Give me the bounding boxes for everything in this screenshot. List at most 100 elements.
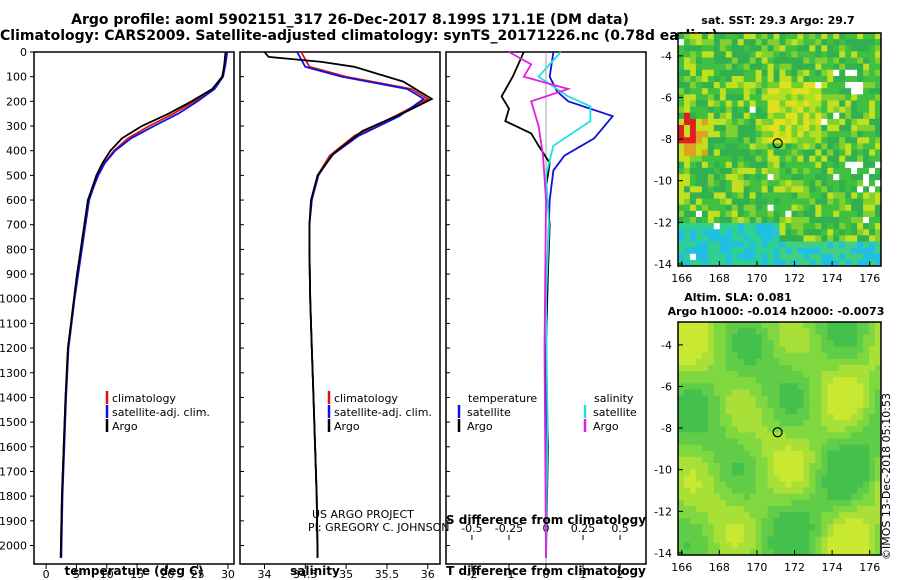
map-cell <box>761 377 768 384</box>
map-cell <box>695 389 703 396</box>
map-cell <box>851 174 858 181</box>
map-cell <box>678 364 685 372</box>
map-cell <box>719 346 727 354</box>
map-cell <box>797 377 804 384</box>
map-cell <box>821 456 828 464</box>
map-cell <box>695 106 703 114</box>
map-cell <box>779 426 786 433</box>
map-cell <box>749 167 757 175</box>
map-cell <box>737 45 745 52</box>
map-cell <box>863 536 870 544</box>
lon-tick-label: 174 <box>822 272 843 285</box>
map-cell <box>785 137 792 144</box>
map-cell <box>743 186 751 193</box>
map-cell <box>809 82 816 89</box>
map-cell <box>707 167 715 175</box>
map-cell <box>689 137 697 144</box>
map-cell <box>857 475 864 482</box>
map-cell <box>845 161 852 169</box>
map-cell <box>725 493 733 501</box>
map-cell <box>713 512 721 519</box>
map-cell <box>749 340 757 347</box>
map-cell <box>683 401 691 409</box>
map-cell <box>827 518 834 525</box>
map-cell <box>857 542 864 550</box>
map-cell <box>869 137 876 144</box>
map-cell <box>719 100 727 107</box>
map-cell <box>689 180 697 187</box>
map-cell <box>683 487 691 495</box>
map-cell <box>689 259 697 267</box>
map-cell <box>737 241 745 248</box>
map-cell <box>815 475 822 482</box>
map-cell <box>845 241 852 248</box>
map-cell <box>767 223 774 230</box>
map-cell <box>725 174 733 181</box>
map-cell <box>773 505 780 513</box>
map-cell <box>803 259 810 267</box>
map-cell <box>743 413 751 421</box>
map-cell <box>767 69 774 77</box>
map-cell <box>857 444 864 452</box>
map-cell <box>863 88 870 95</box>
map-cell <box>809 149 816 157</box>
map-cell <box>863 180 870 187</box>
map-cell <box>863 161 870 169</box>
map-cell <box>695 155 703 163</box>
map-cell <box>701 198 709 206</box>
map-cell <box>773 137 780 144</box>
map-cell <box>731 469 739 476</box>
map-cell <box>755 481 762 488</box>
map-cell <box>701 131 709 138</box>
map-cell <box>678 463 685 470</box>
map-cell <box>707 51 715 58</box>
map-cell <box>731 499 739 507</box>
map-cell <box>785 82 792 89</box>
map-cell <box>761 512 768 519</box>
map-cell <box>827 186 834 193</box>
map-cell <box>869 131 876 138</box>
map-cell <box>791 210 798 218</box>
map-cell <box>809 229 816 236</box>
map-cell <box>725 155 733 163</box>
map-cell <box>791 499 798 507</box>
map-cell <box>869 88 876 95</box>
map-cell <box>761 420 768 427</box>
map-cell <box>773 39 780 46</box>
map-cell <box>689 432 697 439</box>
map-cell <box>725 334 733 341</box>
map-cell <box>827 512 834 519</box>
map-cell <box>743 426 751 433</box>
map-cell <box>833 438 840 446</box>
map-cell <box>821 118 828 126</box>
map-cell <box>719 383 727 390</box>
map-cell <box>875 371 882 378</box>
map-cell <box>857 192 864 199</box>
map-cell <box>875 131 882 138</box>
map-cell <box>689 57 697 65</box>
depth-tick-label: 500 <box>6 169 27 182</box>
map-cell <box>815 395 822 403</box>
map-cell <box>743 143 751 150</box>
map-cell <box>749 377 757 384</box>
map-cell <box>779 328 786 335</box>
map-cell <box>695 223 703 230</box>
map-cell <box>761 210 768 218</box>
map-cell <box>725 407 733 415</box>
map-cell <box>678 192 685 199</box>
map-cell <box>719 334 727 341</box>
lat-tick-label: -12 <box>654 505 672 518</box>
map-cell <box>683 481 691 488</box>
map-cell <box>683 192 691 199</box>
map-cell <box>731 444 739 452</box>
map-cell <box>689 438 697 446</box>
map-cell <box>755 358 762 366</box>
map-cell <box>713 174 721 181</box>
map-cell <box>815 210 822 218</box>
map-cell <box>851 377 858 384</box>
map-cell <box>779 407 786 415</box>
map-cell <box>875 469 882 476</box>
map-cell <box>851 161 858 169</box>
map-cell <box>839 358 846 366</box>
map-cell <box>863 469 870 476</box>
